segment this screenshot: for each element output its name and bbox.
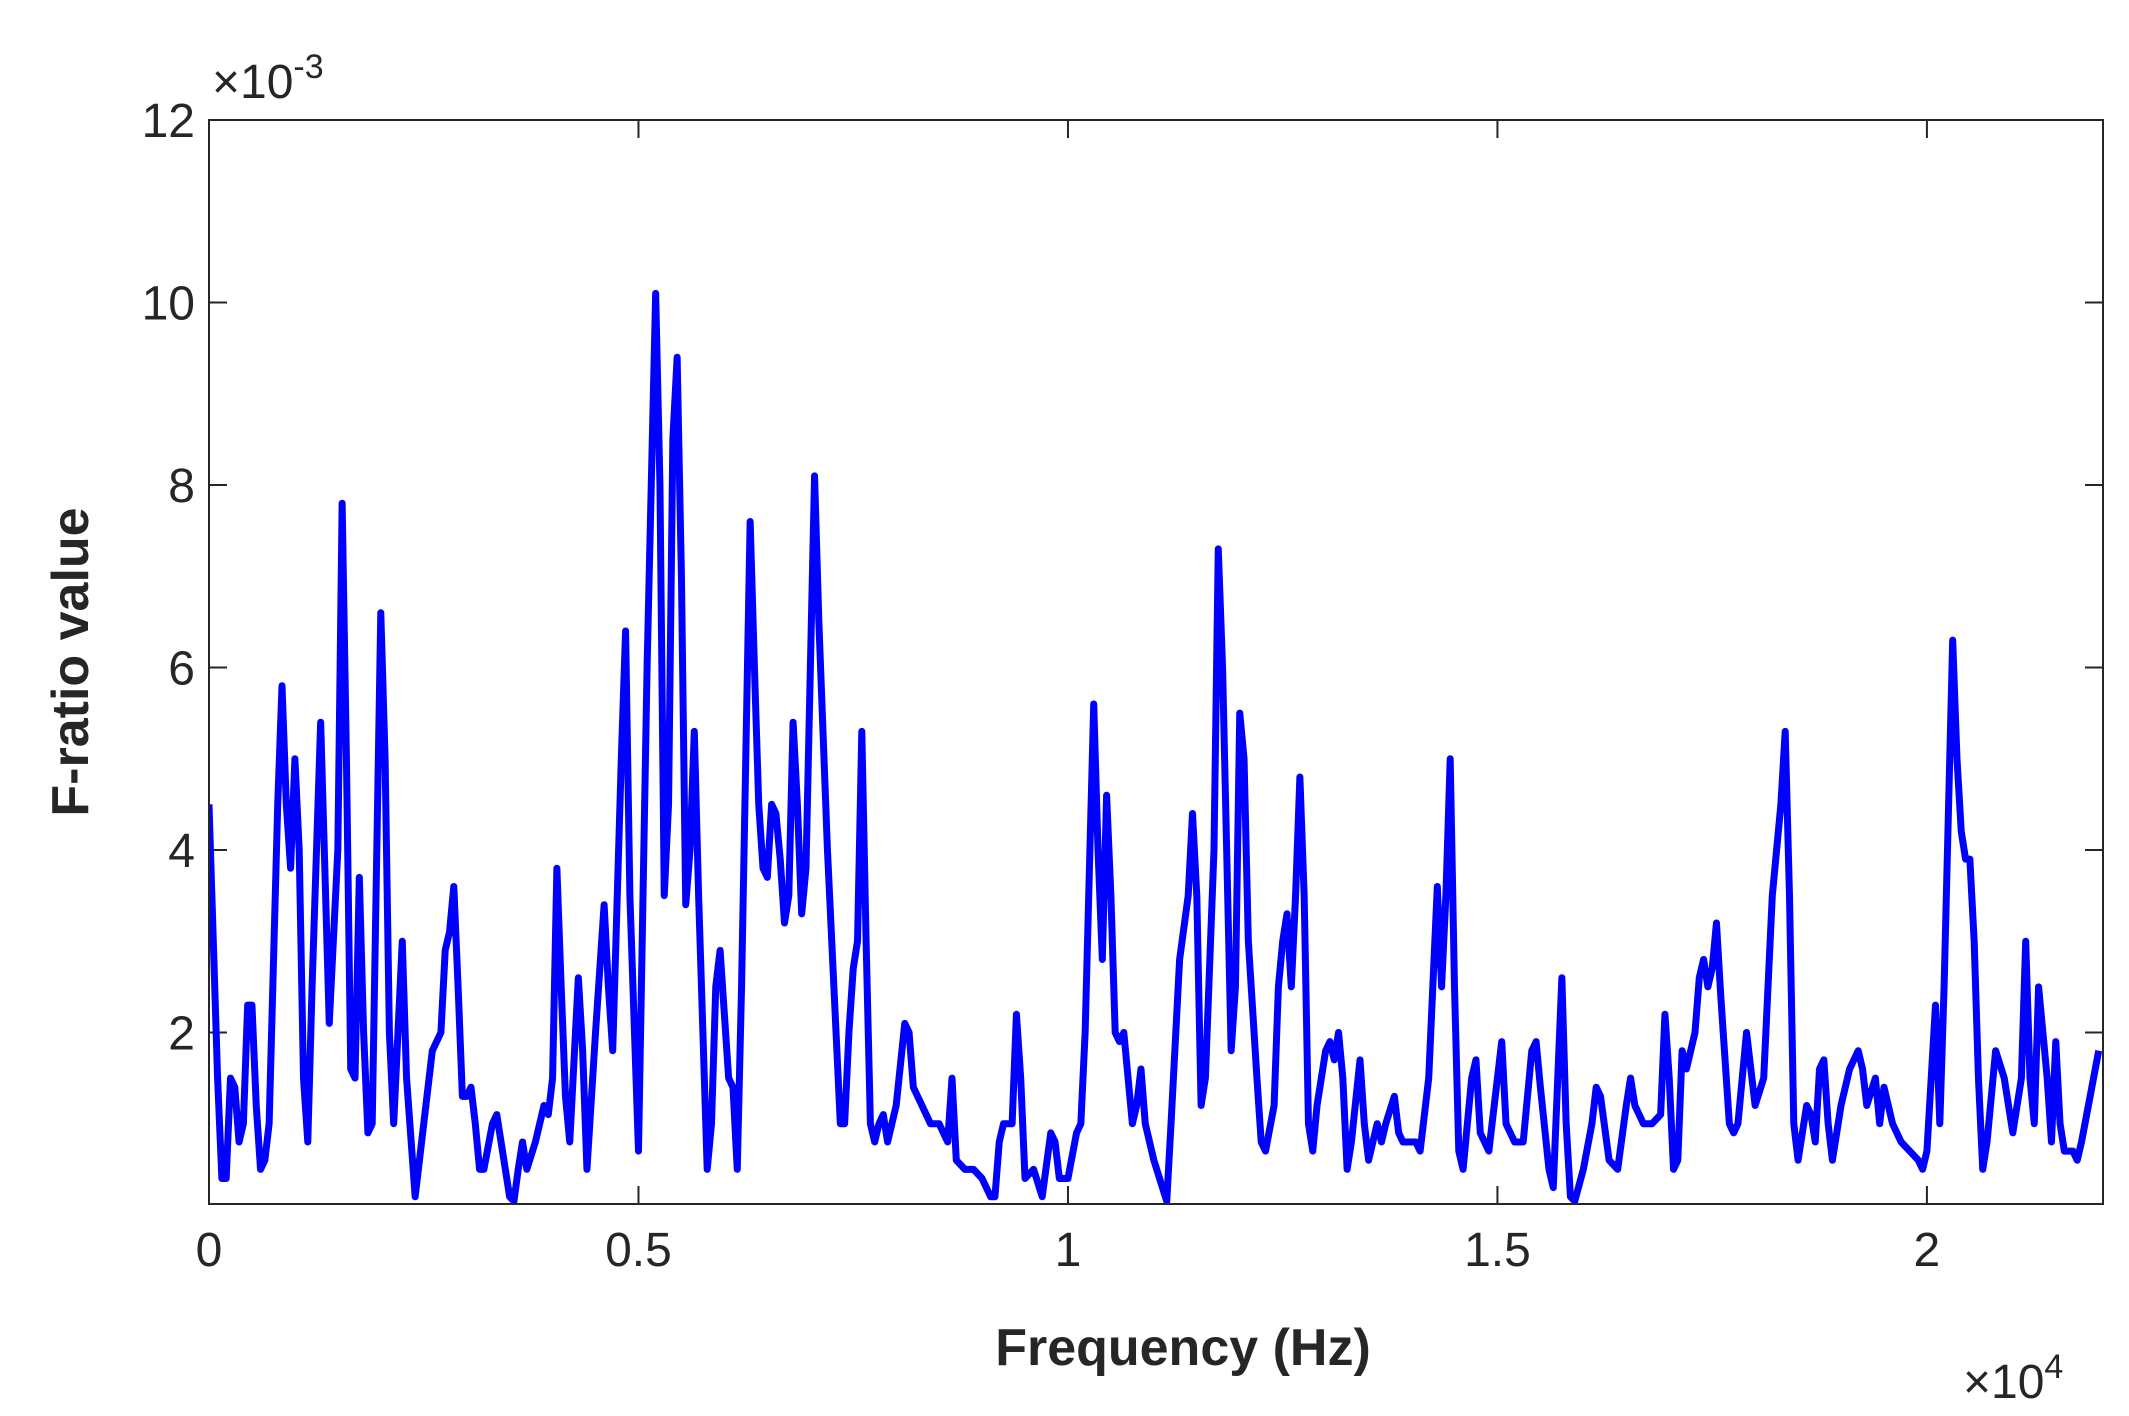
y-tick-label: 8 [168,460,195,513]
y-exponent-base: ×10 [212,56,293,109]
y-tick-label: 6 [168,642,195,695]
x-tick-label: 2 [1914,1224,1941,1277]
y-tick-label: 12 [142,95,195,148]
axes-box [208,119,2104,1205]
x-tick-label: 0.5 [605,1224,672,1277]
x-axis-label: Frequency (Hz) [995,1319,1371,1377]
x-exponent-power: 4 [2044,1348,2063,1386]
y-axis-label: F-ratio value [42,507,100,816]
x-tick-label: 1 [1055,1224,1082,1277]
y-exponent-power: -3 [293,48,323,86]
x-tick-label: 1.5 [1464,1224,1531,1277]
data-line [209,289,2103,1204]
y-tick-label: 4 [168,825,195,878]
y-exponent: ×10-3 [212,48,324,109]
y-tick-label: 2 [168,1007,195,1060]
x-exponent: ×104 [1963,1348,2063,1409]
x-exponent-base: ×10 [1963,1356,2044,1409]
y-tick-label: 10 [142,277,195,330]
x-tick-label: 0 [196,1224,223,1277]
